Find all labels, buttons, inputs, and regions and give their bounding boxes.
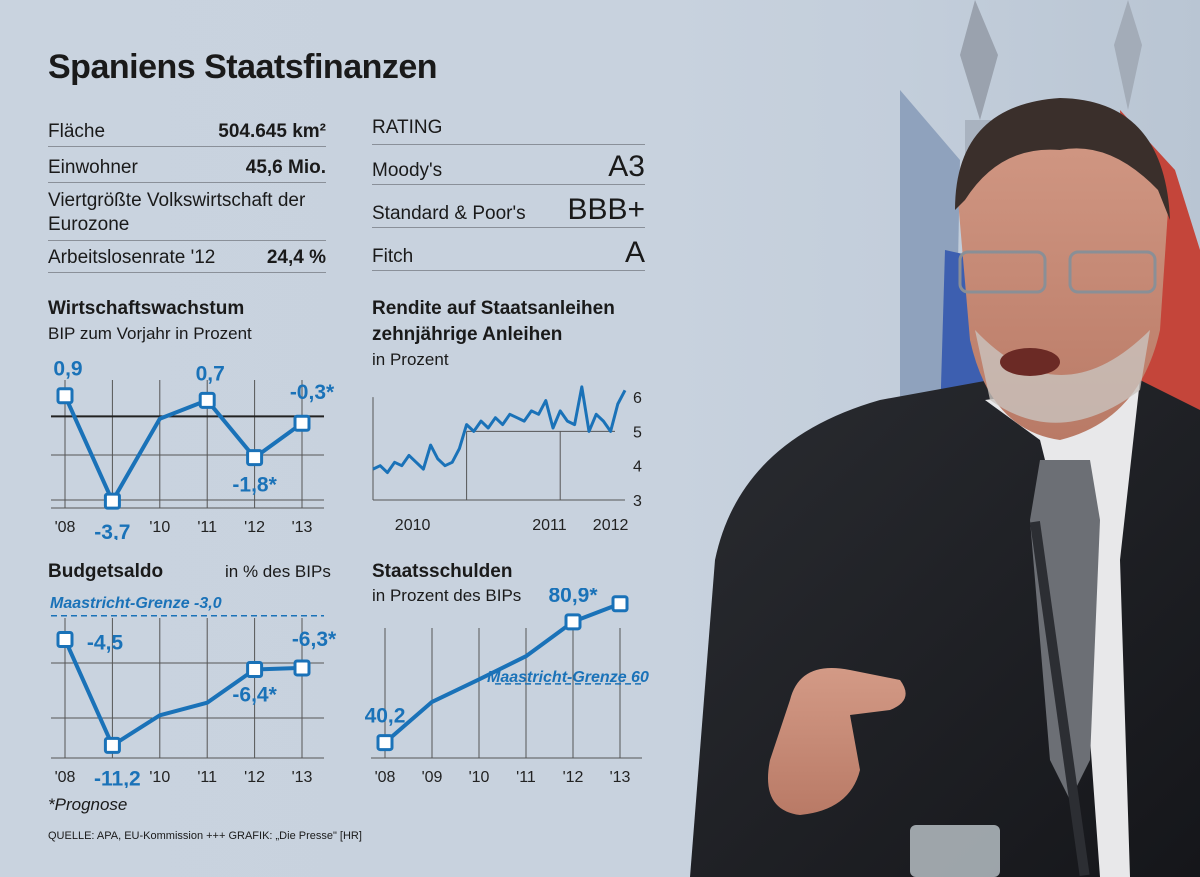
data-label: -4,5 (87, 632, 124, 655)
y-tick-label: 6 (633, 390, 642, 407)
x-tick-label: '12 (244, 769, 265, 786)
chart-yield-subtitle: zehnjährige Anleihen (372, 324, 563, 345)
footnote: *Prognose (48, 795, 128, 814)
y-tick-label: 4 (633, 459, 642, 476)
data-point-marker (246, 661, 264, 679)
x-tick-label: 2011 (532, 517, 567, 534)
x-tick-label: '13 (292, 769, 313, 786)
x-tick-label: 2010 (395, 517, 431, 534)
data-point-marker (293, 659, 311, 677)
fact-label: Einwohner (48, 157, 138, 178)
chart-budget: Maastricht-Grenze -3,0 -4,5 -11,2 -6,4* -6,3… (50, 595, 337, 788)
data-label: 0,7 (196, 362, 225, 385)
data-point-marker (376, 734, 394, 752)
rating-grade: BBB+ (567, 193, 645, 226)
flag-pole-2 (1114, 0, 1142, 110)
x-tick-label: '11 (197, 519, 217, 536)
fact-row-area: Fläche 504.645 km² (48, 115, 326, 147)
x-tick-label: '12 (244, 519, 265, 536)
series-line (372, 385, 627, 475)
rating-agency: Moody's (372, 160, 443, 181)
rating-row-fitch: Fitch A (372, 236, 645, 271)
x-tick-label: '08 (375, 769, 396, 786)
data-point-marker (246, 449, 264, 467)
data-label: -6,4* (232, 684, 277, 707)
data-point-marker (56, 631, 74, 648)
data-point-marker (198, 391, 216, 409)
x-tick-label: '12 (563, 769, 584, 786)
fact-row-economy: Viertgrößte Volkswirtschaft der Eurozone (48, 184, 326, 241)
fact-label: Fläche (48, 121, 106, 142)
x-tick-label: '09 (422, 769, 443, 786)
data-label: 0,9 (53, 358, 82, 381)
rating-heading-rule (372, 144, 645, 145)
chart-yield-title: Rendite auf Staatsanleihen (372, 298, 615, 319)
x-tick-label: '08 (55, 519, 76, 536)
data-point-marker (103, 736, 121, 754)
x-tick-label: 2012 (593, 517, 629, 534)
y-tick-label: 3 (633, 493, 642, 510)
fact-row-unemployment: Arbeitslosenrate '12 24,4 % (48, 244, 326, 273)
fact-value: 24,4 % (266, 247, 326, 268)
reference-label: Maastricht-Grenze 60 (487, 669, 649, 686)
page-title: Spaniens Staatsfinanzen (48, 48, 438, 86)
chart-yield-unit: in Prozent (372, 350, 449, 369)
x-tick-label: '08 (55, 769, 76, 786)
data-label: -1,8* (232, 474, 277, 497)
x-tick-label: '10 (149, 519, 170, 536)
source-credit: QUELLE: APA, EU-Kommission +++ GRAFIK: „… (48, 830, 362, 842)
water-glass (910, 825, 1000, 877)
data-point-marker (564, 613, 582, 631)
data-label: -11,2 (94, 767, 141, 788)
data-point-marker (293, 414, 311, 432)
chart-growth-title: Wirtschaftswachstum (48, 298, 245, 319)
rating-agency: Standard & Poor's (372, 203, 526, 224)
x-tick-label: '11 (197, 769, 217, 786)
fact-value: 45,6 Mio. (245, 157, 326, 178)
data-label: -6,3* (292, 628, 337, 651)
rating-row-moodys: Moody's A3 (372, 150, 645, 185)
fact-label: Arbeitslosenrate '12 (48, 247, 216, 268)
chart-growth-subtitle: BIP zum Vorjahr in Prozent (48, 324, 252, 343)
data-point-marker (56, 387, 74, 405)
chart-growth: 0,9 -3,7 0,7 -1,8* -0,3* '08 '10 '11 '12 '13 (51, 358, 335, 540)
chart-yield: 3 4 5 6 2010 2011 2012 (372, 385, 642, 534)
data-label: 80,9* (548, 588, 598, 607)
fact-value: 504.645 km² (218, 121, 326, 142)
reference-label: Maastricht-Grenze -3,0 (50, 595, 222, 612)
rating-row-sp: Standard & Poor's BBB+ (372, 193, 645, 228)
chart-budget-title: Budgetsaldo (48, 561, 164, 582)
person-photo (690, 98, 1200, 877)
rating-agency: Fitch (372, 246, 414, 267)
rating-grade: A3 (608, 150, 645, 183)
chart-debt: Maastricht-Grenze 6040,280,9*87,0*'08'09… (365, 588, 649, 786)
fact-row-population: Einwohner 45,6 Mio. (48, 151, 326, 183)
fact-label: Viertgrößte Volkswirtschaft der Eurozone (48, 190, 306, 235)
data-label: 40,2 (365, 705, 405, 728)
chart-budget-subtitle: in % des BIPs (225, 562, 331, 581)
x-tick-label: '10 (469, 769, 490, 786)
x-tick-label: '13 (292, 519, 313, 536)
y-tick-label: 5 (633, 424, 642, 441)
chart-debt-subtitle: in Prozent des BIPs (372, 586, 522, 605)
rating-grade: A (624, 236, 645, 269)
x-tick-label: '13 (610, 769, 631, 786)
rating-heading: RATING (372, 117, 443, 138)
data-point-marker (611, 595, 629, 613)
x-tick-label: '11 (516, 769, 536, 786)
data-point-marker (103, 492, 121, 510)
x-tick-label: '10 (149, 769, 170, 786)
chart-debt-title: Staatsschulden (372, 561, 513, 582)
data-label: -0,3* (290, 381, 335, 404)
data-label: -3,7 (94, 521, 130, 540)
